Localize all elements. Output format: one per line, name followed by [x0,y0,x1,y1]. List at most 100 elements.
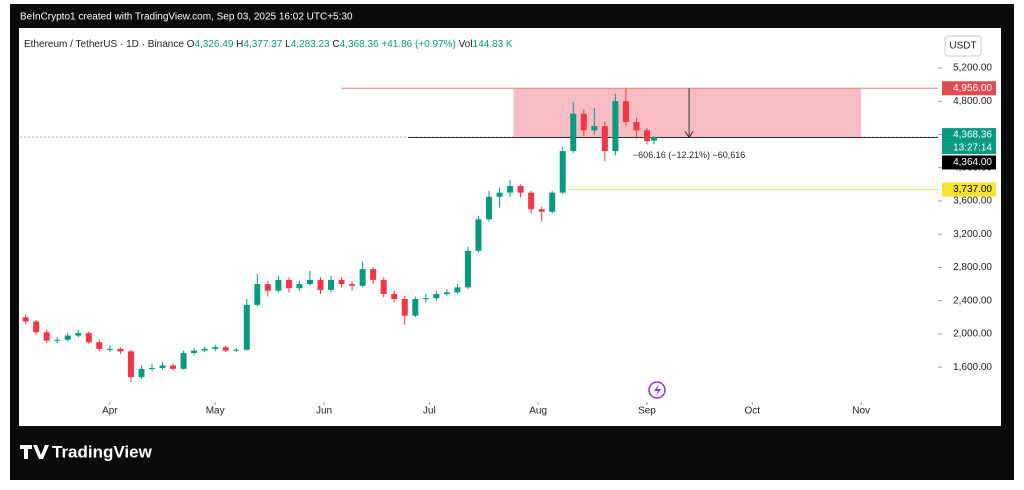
candle-body [264,284,271,291]
change: +41.86 (+0.97%) [381,39,456,50]
candle-body [275,279,282,291]
candle-body [601,126,608,152]
candle-body [559,151,566,193]
candle-body [106,348,113,350]
volume-value: 144.83 K [473,39,513,50]
price-badge [942,155,996,170]
candle-body [117,348,124,352]
ohlc-value: 4,368.36 [340,39,379,50]
price-badge-label: 3,737.00 [953,184,992,195]
attribution: BeInCrypto1 created with TradingView.com… [20,12,353,23]
ohlc-value: 4,377.37 [243,39,282,50]
candle-body [54,339,61,341]
candle-body [422,298,429,300]
price-badge [942,182,996,197]
y-tick-label: 3,600.00 [953,196,992,207]
candle-body [622,101,629,123]
countdown: 13:27:14 [953,143,992,154]
y-tick-label: 2,400.00 [953,295,992,306]
candle-body [43,332,50,341]
legend: Ethereum / TetherUS · 1D · Binance O4,32… [24,39,513,50]
price-badge [942,81,996,96]
candle-body [412,299,419,316]
y-tick-label: 2,800.00 [953,262,992,273]
x-tick-label: Aug [529,406,547,417]
candle-body [517,185,524,193]
x-tick-label: Jun [316,406,332,417]
candle-body [212,347,219,349]
candle-body [475,219,482,251]
candle-body [328,279,335,290]
candle-body [538,209,545,212]
candle-body [127,351,134,378]
candle-body [643,130,650,142]
x-tick-label: Apr [102,406,118,417]
ohlc-key: L [285,39,291,50]
candle-body [633,122,640,131]
candle-body [96,342,103,349]
candle-body [443,292,450,295]
candle-body [170,365,177,369]
candle-body [486,196,493,220]
candle-body [148,368,155,370]
candle-body [570,113,577,152]
candle-body [433,294,440,299]
candle-body [201,348,208,351]
currency: USDT [949,41,976,52]
brand-logo [20,445,49,459]
candle-body [349,284,356,286]
ohlc-value: 4,283.23 [291,39,330,50]
brand: TradingView [52,442,153,461]
candle-body [254,284,261,305]
candle-body [317,279,324,290]
y-tick-label: 5,200.00 [953,63,992,74]
currency-box [944,35,982,57]
ohlc-value: 4,326.49 [194,39,233,50]
event-bolt [654,384,661,396]
range-label: −606.16 (−12.21%) −60,616 [633,150,745,160]
price-badge [942,128,996,143]
y-tick-label: 2,000.00 [953,329,992,340]
range-box [513,88,862,138]
symbol: Ethereum / TetherUS · 1D · Binance [24,39,184,50]
candle-body [454,287,461,293]
candle-body [591,126,598,131]
candle-body [580,113,587,131]
y-tick-label: 3,200.00 [953,229,992,240]
x-tick-label: Oct [745,406,761,417]
candle-body [138,368,145,378]
candle-body [22,317,29,322]
chart-area [19,28,1001,426]
candle-body [306,279,313,285]
ohlc-key: O [187,39,195,50]
candle-body [285,279,292,289]
candle-body [507,185,514,193]
x-tick-label: Jul [423,406,436,417]
volume-key: Vol [459,39,473,50]
countdown-badge [942,142,996,155]
event-icon [648,381,666,399]
candle-body [222,347,229,351]
candle-body [243,304,250,350]
price-badge-label: 4,956.00 [953,83,992,94]
candle-body [159,365,166,369]
y-tick-label: 4,800.00 [953,96,992,107]
candle-body [496,192,503,197]
candle-body [612,101,619,152]
candle-body [233,349,240,351]
candle-body [75,333,82,336]
candle-body [191,350,198,354]
x-tick-label: Sep [638,406,656,417]
candle-body [296,284,303,289]
candle-body [64,335,71,340]
y-tick-label: 1,600.00 [953,362,992,373]
candle-body [549,192,556,212]
candle-body [85,333,92,343]
x-tick-label: May [206,406,225,417]
candle-body [464,250,471,288]
legend-text: Ethereum / TetherUS · 1D · Binance O4,32… [24,39,513,50]
candle-body [370,269,377,280]
candle-body [33,321,40,333]
x-tick-label: Nov [852,406,870,417]
